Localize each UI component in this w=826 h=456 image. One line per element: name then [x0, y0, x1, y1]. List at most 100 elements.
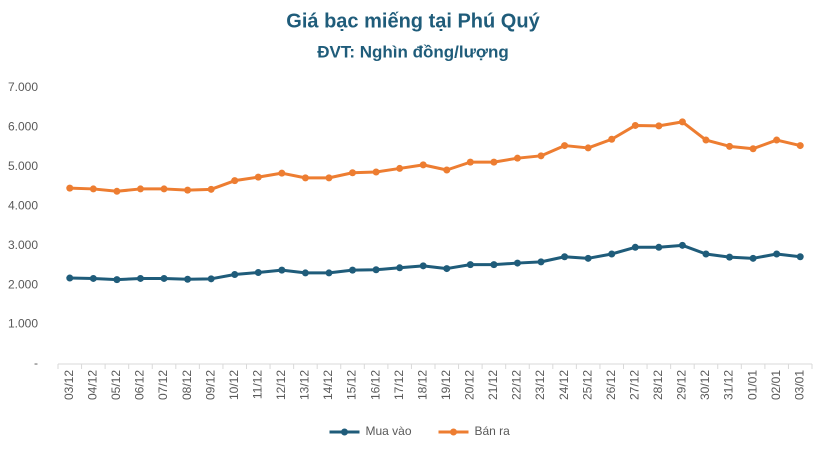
point	[702, 250, 710, 258]
point	[301, 174, 309, 182]
x-tick-label: 08/12	[180, 370, 194, 400]
point	[325, 269, 333, 277]
y-tick-label: 3.000	[8, 238, 38, 252]
point	[372, 168, 380, 176]
point	[608, 250, 616, 258]
point	[136, 274, 144, 282]
x-tick-label: 17/12	[392, 370, 406, 400]
x-tick-label: 04/12	[86, 370, 100, 400]
point	[466, 158, 474, 166]
point	[113, 187, 121, 195]
point	[608, 135, 616, 143]
point	[584, 144, 592, 152]
point	[561, 142, 569, 150]
point	[702, 136, 710, 144]
point	[396, 264, 404, 272]
x-tick-label: 26/12	[604, 370, 618, 400]
x-tick-label: 30/12	[698, 370, 712, 400]
x-tick-label: 22/12	[510, 370, 524, 400]
point	[749, 254, 757, 262]
point	[184, 186, 192, 194]
y-tick-label: 4.000	[8, 198, 38, 212]
y-tick-label: 1.000	[8, 317, 38, 331]
point	[66, 184, 74, 192]
point	[584, 254, 592, 262]
point	[231, 270, 239, 278]
x-tick-label: 23/12	[533, 370, 547, 400]
point	[419, 262, 427, 270]
point	[773, 136, 781, 144]
x-tick-label: 18/12	[415, 370, 429, 400]
point	[113, 276, 121, 284]
point	[443, 166, 451, 174]
series-line	[69, 120, 801, 193]
point	[796, 253, 804, 261]
point	[160, 274, 168, 282]
y-tick-label: 5.000	[8, 159, 38, 173]
series-line	[69, 243, 801, 282]
point	[278, 169, 286, 177]
point	[490, 158, 498, 166]
point	[136, 185, 144, 193]
chart-subtitle: ĐVT: Nghìn đồng/lượng	[317, 42, 509, 61]
point	[184, 275, 192, 283]
point	[773, 250, 781, 258]
x-tick-label: 27/12	[627, 370, 641, 400]
point	[66, 274, 74, 282]
point	[349, 169, 357, 177]
point	[631, 243, 639, 251]
x-tick-label: 10/12	[227, 370, 241, 400]
x-tick-label: 31/12	[722, 370, 736, 400]
point	[207, 185, 215, 193]
point	[301, 269, 309, 277]
point	[325, 174, 333, 182]
point	[372, 266, 380, 274]
point	[254, 269, 262, 277]
point	[490, 261, 498, 269]
x-tick-label: 25/12	[580, 370, 594, 400]
x-tick-label: 12/12	[274, 370, 288, 400]
legend-marker	[450, 428, 457, 436]
legend-marker	[341, 428, 348, 436]
point	[726, 142, 734, 150]
point	[749, 145, 757, 153]
x-tick-label: 05/12	[109, 370, 123, 400]
x-tick-label: 16/12	[368, 370, 382, 400]
point	[419, 161, 427, 169]
x-tick-label: 29/12	[675, 370, 689, 400]
point	[443, 265, 451, 273]
point	[207, 275, 215, 283]
x-tick-label: 11/12	[250, 370, 264, 399]
point	[631, 121, 639, 129]
x-tick-label: 21/12	[486, 370, 500, 400]
point	[160, 185, 168, 193]
point	[561, 253, 569, 261]
point	[726, 253, 734, 261]
point	[89, 274, 97, 282]
y-tick-label: 2.000	[8, 277, 38, 291]
point	[513, 154, 521, 162]
x-tick-label: 24/12	[557, 370, 571, 400]
x-tick-label: 03/12	[62, 370, 76, 400]
legend-label: Bán ra	[475, 424, 511, 438]
y-tick-label: -	[34, 356, 38, 370]
legend-label: Mua vào	[366, 424, 412, 438]
point	[396, 164, 404, 172]
x-tick-label: 03/01	[792, 370, 806, 400]
x-tick-label: 14/12	[321, 370, 335, 400]
chart-title: Giá bạc miếng tại Phú Quý	[286, 10, 540, 32]
point	[537, 152, 545, 160]
x-tick-label: 28/12	[651, 370, 665, 400]
x-tick-label: 09/12	[203, 370, 217, 400]
point	[513, 259, 521, 267]
point	[655, 122, 663, 130]
x-tick-label: 13/12	[298, 370, 312, 400]
y-tick-label: 6.000	[8, 120, 38, 134]
point	[278, 266, 286, 274]
point	[655, 243, 663, 251]
point	[678, 241, 686, 249]
x-tick-label: 06/12	[133, 370, 147, 400]
point	[796, 142, 804, 150]
x-tick-label: 19/12	[439, 370, 453, 400]
